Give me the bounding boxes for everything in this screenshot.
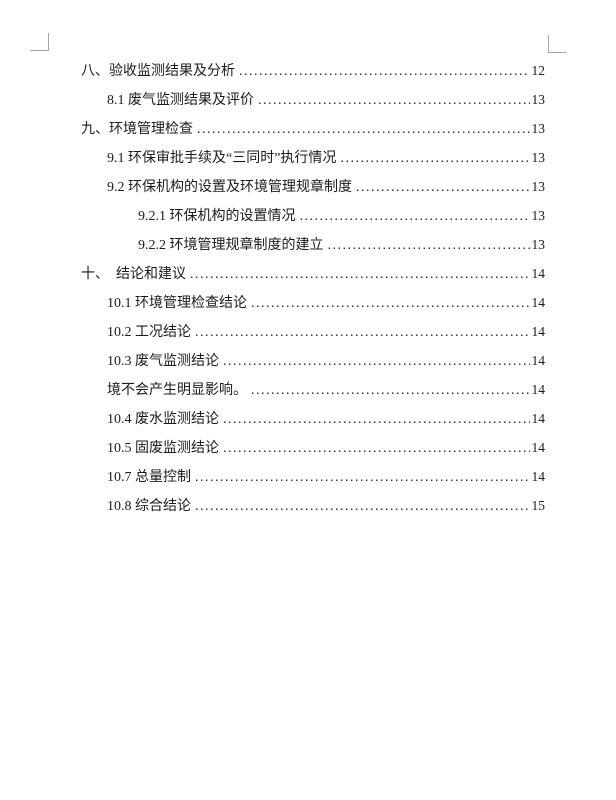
toc-entry[interactable]: 八、验收监测结果及分析 12 bbox=[0, 56, 545, 85]
toc-entry-label: 九、环境管理检查 bbox=[81, 122, 193, 137]
toc-entry[interactable]: 9.2 环保机构的设置及环境管理规章制度 13 bbox=[0, 172, 545, 201]
toc-dot-leader bbox=[356, 173, 530, 202]
toc-dot-leader bbox=[258, 86, 530, 115]
toc-entry[interactable]: 8.1 废气监测结果及评价 13 bbox=[0, 85, 545, 114]
toc-entry-label: 10.4 废水监测结论 bbox=[107, 412, 219, 427]
toc-entry-page-number: 13 bbox=[531, 208, 546, 223]
toc-entry[interactable]: 十、 结论和建议 14 bbox=[0, 259, 545, 288]
toc-entry-label: 9.1 环保审批手续及“三同时”执行情况 bbox=[107, 151, 337, 166]
toc-dot-leader bbox=[251, 289, 530, 318]
toc-dot-leader bbox=[239, 57, 530, 86]
toc-dot-leader bbox=[195, 318, 530, 347]
toc-dot-leader bbox=[340, 144, 529, 173]
toc-entry[interactable]: 10.5 固废监测结论 14 bbox=[0, 433, 545, 462]
toc-entry-page-number: 14 bbox=[531, 411, 546, 426]
toc-entry-label: 境不会产生明显影响。 bbox=[107, 383, 247, 398]
toc-dot-leader bbox=[190, 260, 530, 289]
toc-entry[interactable]: 10.4 废水监测结论 14 bbox=[0, 404, 545, 433]
toc-entry[interactable]: 10.7 总量控制 14 bbox=[0, 462, 545, 491]
toc-dot-leader bbox=[195, 463, 530, 492]
toc-entry[interactable]: 10.8 综合结论 15 bbox=[0, 491, 545, 520]
toc-entry-page-number: 14 bbox=[531, 469, 546, 484]
toc-entry-page-number: 12 bbox=[531, 63, 546, 78]
toc-entry-page-number: 14 bbox=[531, 295, 546, 310]
toc-entry[interactable]: 9.2.2 环境管理规章制度的建立 13 bbox=[0, 230, 545, 259]
toc-entry-label: 八、验收监测结果及分析 bbox=[81, 64, 235, 79]
toc-entry-label: 9.2 环保机构的设置及环境管理规章制度 bbox=[107, 180, 352, 195]
toc-entry-page-number: 15 bbox=[531, 498, 546, 513]
toc-entry-label: 9.2.1 环保机构的设置情况 bbox=[138, 209, 296, 224]
toc-entry-label: 10.8 综合结论 bbox=[107, 499, 191, 514]
toc-entry[interactable]: 9.2.1 环保机构的设置情况 13 bbox=[0, 201, 545, 230]
toc-entry[interactable]: 10.2 工况结论 14 bbox=[0, 317, 545, 346]
toc-dot-leader bbox=[197, 115, 530, 144]
toc-entry[interactable]: 境不会产生明显影响。 14 bbox=[0, 375, 545, 404]
toc-dot-leader bbox=[223, 347, 530, 376]
toc-entry-page-number: 13 bbox=[531, 92, 546, 107]
toc-dot-leader bbox=[328, 231, 530, 260]
toc-entry-page-number: 13 bbox=[531, 179, 546, 194]
toc-entry[interactable]: 九、环境管理检查 13 bbox=[0, 114, 545, 143]
toc-dot-leader bbox=[195, 492, 530, 521]
text-boundary-mark-top-right bbox=[548, 35, 567, 53]
toc-entry[interactable]: 10.1 环境管理检查结论 14 bbox=[0, 288, 545, 317]
toc-entry-page-number: 13 bbox=[531, 121, 546, 136]
toc-entry-page-number: 13 bbox=[531, 150, 546, 165]
toc-entry[interactable]: 9.1 环保审批手续及“三同时”执行情况 13 bbox=[0, 143, 545, 172]
toc-dot-leader bbox=[223, 405, 530, 434]
toc-entry-label: 10.7 总量控制 bbox=[107, 470, 191, 485]
toc-entry-label: 10.5 固废监测结论 bbox=[107, 441, 219, 456]
toc-entry-page-number: 14 bbox=[531, 353, 546, 368]
toc-entry-label: 10.3 废气监测结论 bbox=[107, 354, 219, 369]
toc-entry-label: 10.2 工况结论 bbox=[107, 325, 191, 340]
toc-dot-leader bbox=[300, 202, 530, 231]
toc-entry-page-number: 14 bbox=[531, 440, 546, 455]
toc-entry-page-number: 13 bbox=[531, 237, 546, 252]
toc-entry-label: 10.1 环境管理检查结论 bbox=[107, 296, 247, 311]
table-of-contents: 八、验收监测结果及分析 12 8.1 废气监测结果及评价 13 九、环境管理检查… bbox=[0, 56, 545, 520]
toc-entry-page-number: 14 bbox=[531, 324, 546, 339]
text-boundary-mark-top-left bbox=[30, 33, 49, 51]
toc-entry[interactable]: 10.3 废气监测结论 14 bbox=[0, 346, 545, 375]
toc-dot-leader bbox=[251, 376, 530, 405]
toc-dot-leader bbox=[223, 434, 530, 463]
toc-entry-label: 十、 结论和建议 bbox=[81, 267, 186, 282]
toc-entry-page-number: 14 bbox=[531, 382, 546, 397]
toc-entry-label: 8.1 废气监测结果及评价 bbox=[107, 93, 254, 108]
toc-entry-page-number: 14 bbox=[531, 266, 546, 281]
toc-entry-label: 9.2.2 环境管理规章制度的建立 bbox=[138, 238, 324, 253]
